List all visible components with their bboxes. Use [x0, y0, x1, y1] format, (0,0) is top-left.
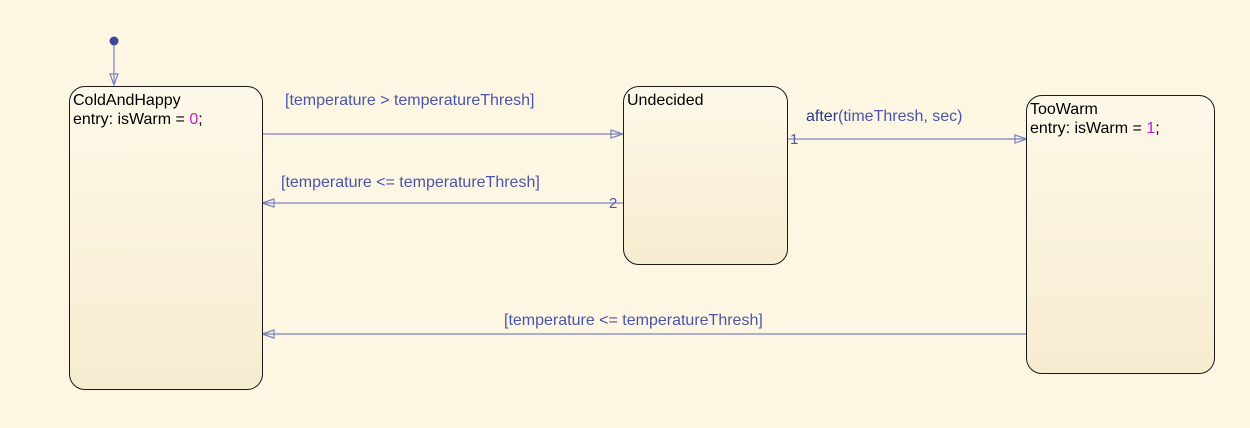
state-name-too-warm: TooWarm — [1030, 101, 1098, 118]
state-name-undecided: Undecided — [627, 92, 704, 109]
entry-action-too-warm: entry: isWarm = 1; — [1030, 120, 1160, 137]
default-transition-arrowhead — [109, 73, 119, 87]
state-undecided[interactable]: Undecided — [623, 86, 788, 265]
after-keyword: after — [806, 108, 839, 125]
arrowhead-toowarm-to-cold — [260, 329, 275, 339]
execution-order-undecided-to-toowarm: 1 — [790, 131, 799, 148]
guard-label-cold-to-undecided[interactable]: [temperature > temperatureThresh] — [285, 92, 535, 109]
after-arguments: (timeThresh, sec) — [838, 108, 963, 125]
default-transition-dot[interactable] — [109, 36, 119, 46]
state-too-warm[interactable]: TooWarm entry: isWarm = 1; — [1026, 95, 1215, 374]
execution-order-undecided-to-cold: 2 — [609, 195, 618, 212]
guard-label-toowarm-to-cold[interactable]: [temperature <= temperatureThresh] — [504, 312, 763, 329]
arrowhead-undecided-to-cold — [260, 198, 275, 208]
entry-action-cold-and-happy: entry: isWarm = 0; — [73, 111, 203, 128]
arrowhead-cold-to-undecided — [610, 129, 625, 139]
state-name-cold-and-happy: ColdAndHappy — [73, 92, 181, 109]
entry-value-cold-and-happy: 0 — [189, 111, 199, 128]
state-cold-and-happy[interactable]: ColdAndHappy entry: isWarm = 0; — [69, 86, 263, 390]
guard-label-undecided-to-cold[interactable]: [temperature <= temperatureThresh] — [281, 174, 540, 191]
event-label-undecided-to-toowarm[interactable]: after(timeThresh, sec) — [806, 108, 962, 126]
arrowhead-undecided-to-toowarm — [1014, 134, 1029, 144]
entry-value-too-warm: 1 — [1146, 120, 1156, 137]
